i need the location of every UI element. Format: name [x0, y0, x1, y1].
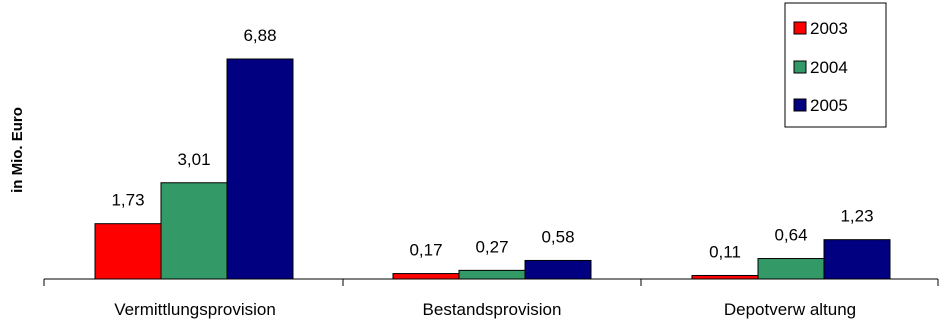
bar-2004-2: [757, 258, 825, 280]
bar-2005-2: [823, 239, 891, 280]
y-axis-label: in Mio. Euro: [9, 107, 26, 193]
bar-2003-2: [691, 274, 759, 280]
legend-label-2003: 2003: [810, 19, 848, 38]
bar-2005-1: [524, 259, 592, 280]
category-label: Vermittlungsprovision: [114, 300, 276, 319]
category-label: Bestandsprovision: [423, 300, 562, 319]
bar-2004-0: [160, 182, 228, 280]
legend-label-2004: 2004: [810, 58, 848, 77]
legend-swatch-2005: [793, 98, 807, 112]
value-label: 6,88: [243, 26, 276, 45]
value-label: 1,23: [840, 207, 873, 226]
value-label: 0,17: [409, 241, 442, 260]
category-label: Depotverw altung: [724, 300, 856, 319]
legend-swatch-2003: [793, 21, 807, 35]
bar-2003-1: [392, 273, 460, 280]
bar-2004-1: [458, 269, 526, 280]
bar-2003-0: [94, 223, 162, 280]
value-label: 0,11: [709, 242, 741, 261]
value-label: 1,73: [111, 191, 144, 210]
legend-swatch-2004: [793, 60, 807, 74]
value-label: 0,58: [541, 227, 574, 246]
value-label: 0,27: [475, 237, 508, 256]
bars-group: [94, 58, 891, 280]
value-label: 3,01: [177, 150, 210, 169]
legend: 2003 2004 2005: [784, 2, 887, 128]
value-labels-group: 1,73 3,01 6,88 0,17 0,27 0,58 0,11 0,64 1,23: [111, 26, 873, 261]
bar-2005-0: [226, 58, 294, 280]
legend-label-2005: 2005: [810, 96, 848, 115]
value-label: 0,64: [774, 226, 807, 245]
